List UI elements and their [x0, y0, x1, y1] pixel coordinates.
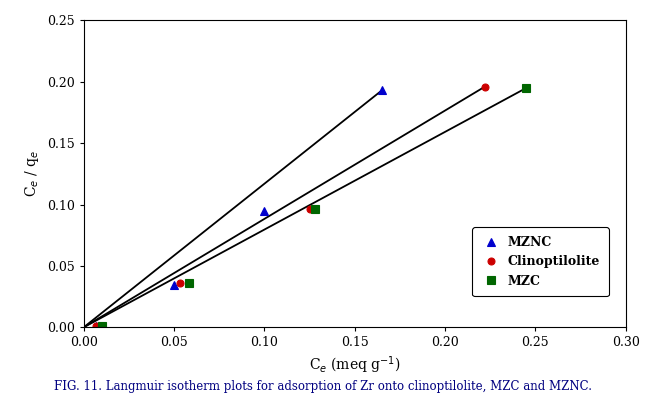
- MZC: [98, 324, 106, 328]
- Clinoptilolite: [481, 84, 489, 89]
- Clinoptilolite: [306, 207, 313, 212]
- MZC: [184, 281, 192, 285]
- MZC: [522, 85, 530, 90]
- Text: FIG. 11. Langmuir isotherm plots for adsorption of Zr onto clinoptilolite, MZC a: FIG. 11. Langmuir isotherm plots for ads…: [54, 380, 591, 393]
- Line: MZNC: MZNC: [92, 86, 386, 330]
- Line: Clinoptilolite: Clinoptilolite: [93, 83, 488, 329]
- MZNC: [170, 283, 178, 288]
- Y-axis label: C$_{e}$ / q$_{e}$: C$_{e}$ / q$_{e}$: [23, 150, 41, 198]
- MZNC: [378, 88, 386, 93]
- Line: MZC: MZC: [98, 84, 530, 330]
- MZNC: [261, 208, 268, 213]
- MZNC: [93, 324, 101, 328]
- MZC: [311, 207, 319, 212]
- Legend: MZNC, Clinoptilolite, MZC: MZNC, Clinoptilolite, MZC: [472, 227, 609, 297]
- Clinoptilolite: [175, 281, 183, 285]
- Clinoptilolite: [93, 324, 101, 328]
- X-axis label: C$_{e}$ (meq g$^{-1}$): C$_{e}$ (meq g$^{-1}$): [309, 355, 401, 376]
